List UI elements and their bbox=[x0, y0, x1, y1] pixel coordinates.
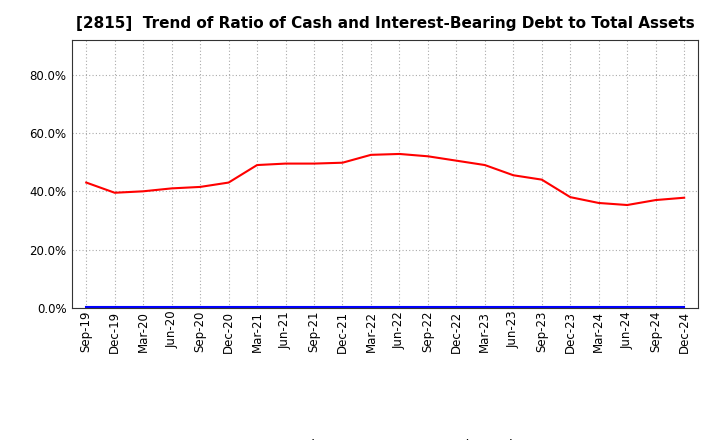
Interest-Bearing Debt bbox=[139, 304, 148, 310]
Cash bbox=[225, 180, 233, 185]
Interest-Bearing Debt bbox=[338, 304, 347, 310]
Interest-Bearing Debt bbox=[395, 304, 404, 310]
Interest-Bearing Debt bbox=[110, 304, 119, 310]
Interest-Bearing Debt bbox=[225, 304, 233, 310]
Interest-Bearing Debt bbox=[566, 304, 575, 310]
Line: Cash: Cash bbox=[86, 154, 684, 205]
Cash bbox=[366, 152, 375, 158]
Interest-Bearing Debt bbox=[82, 304, 91, 310]
Interest-Bearing Debt bbox=[366, 304, 375, 310]
Interest-Bearing Debt bbox=[652, 304, 660, 310]
Cash bbox=[623, 202, 631, 208]
Interest-Bearing Debt bbox=[167, 304, 176, 310]
Cash bbox=[452, 158, 461, 163]
Cash bbox=[423, 154, 432, 159]
Cash bbox=[82, 180, 91, 185]
Cash bbox=[253, 162, 261, 168]
Interest-Bearing Debt bbox=[595, 304, 603, 310]
Interest-Bearing Debt bbox=[253, 304, 261, 310]
Cash bbox=[537, 177, 546, 182]
Interest-Bearing Debt bbox=[480, 304, 489, 310]
Interest-Bearing Debt bbox=[509, 304, 518, 310]
Cash bbox=[395, 151, 404, 157]
Cash bbox=[139, 189, 148, 194]
Interest-Bearing Debt bbox=[282, 304, 290, 310]
Legend: Cash, Interest-Bearing Debt: Cash, Interest-Bearing Debt bbox=[242, 433, 528, 440]
Interest-Bearing Debt bbox=[537, 304, 546, 310]
Cash bbox=[595, 200, 603, 205]
Cash bbox=[310, 161, 318, 166]
Cash bbox=[196, 184, 204, 190]
Interest-Bearing Debt bbox=[196, 304, 204, 310]
Cash bbox=[566, 194, 575, 200]
Interest-Bearing Debt bbox=[452, 304, 461, 310]
Cash bbox=[282, 161, 290, 166]
Cash bbox=[652, 198, 660, 203]
Interest-Bearing Debt bbox=[623, 304, 631, 310]
Cash bbox=[110, 190, 119, 195]
Title: [2815]  Trend of Ratio of Cash and Interest-Bearing Debt to Total Assets: [2815] Trend of Ratio of Cash and Intere… bbox=[76, 16, 695, 32]
Interest-Bearing Debt bbox=[680, 304, 688, 310]
Interest-Bearing Debt bbox=[423, 304, 432, 310]
Cash bbox=[680, 195, 688, 200]
Interest-Bearing Debt bbox=[310, 304, 318, 310]
Cash bbox=[480, 162, 489, 168]
Cash bbox=[338, 160, 347, 165]
Cash bbox=[509, 172, 518, 178]
Cash bbox=[167, 186, 176, 191]
